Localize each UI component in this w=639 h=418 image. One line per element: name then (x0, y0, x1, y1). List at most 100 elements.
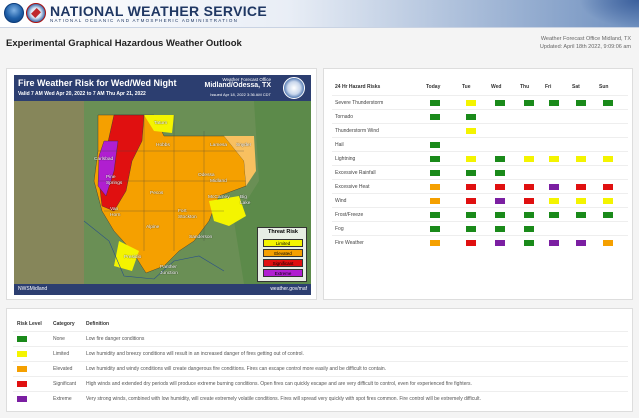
legend-elevated: Elevated (263, 249, 303, 257)
hazard-name: Tornado (335, 114, 354, 120)
hazard-risk-cell[interactable] (430, 100, 440, 106)
hazard-risk-cell[interactable] (466, 156, 476, 162)
hazard-risk-cell[interactable] (466, 198, 476, 204)
risk-category: Extreme (53, 396, 72, 402)
border-line (83, 220, 225, 280)
hazard-risk-cell[interactable] (495, 100, 505, 106)
nws-logo[interactable] (26, 3, 46, 23)
hazard-risk-cell[interactable] (549, 184, 559, 190)
hazard-risk-cell[interactable] (430, 184, 440, 190)
day-header-wed: Wed (491, 84, 502, 90)
legend-extreme: Extreme (263, 269, 303, 277)
hazard-risk-cell[interactable] (603, 156, 613, 162)
hazard-risk-cell[interactable] (603, 100, 613, 106)
terrain-west (14, 101, 84, 284)
limited-area-east (209, 196, 246, 226)
hazard-risk-cell[interactable] (430, 114, 440, 120)
hazard-risk-cell[interactable] (466, 114, 476, 120)
hazard-row: Lightning (332, 151, 628, 165)
hazard-risk-cell[interactable] (430, 226, 440, 232)
city-tatum: Tatum (154, 121, 168, 126)
hazard-risk-cell[interactable] (524, 156, 534, 162)
definition-header: Definition (86, 321, 110, 327)
map-panel: Fire Weather Risk for Wed/Wed Night Vali… (6, 68, 317, 300)
city-mccamey: McCamey (208, 195, 230, 200)
hazard-risk-cell[interactable] (495, 198, 505, 204)
hazard-risk-cell[interactable] (495, 240, 505, 246)
map-header: Fire Weather Risk for Wed/Wed Night Vali… (14, 75, 311, 101)
hazard-name: Frost/Freeze (335, 212, 364, 218)
hazard-row: Fog (332, 221, 628, 235)
hazard-risk-cell[interactable] (495, 156, 505, 162)
fire-weather-map[interactable]: Fire Weather Risk for Wed/Wed Night Vali… (14, 75, 311, 295)
risk-definition: Low humidity and breezy conditions will … (86, 351, 304, 357)
hazard-risk-cell[interactable] (549, 198, 559, 204)
hazard-risk-cell[interactable] (430, 240, 440, 246)
hazard-risk-cell[interactable] (524, 240, 534, 246)
hazard-risk-cell[interactable] (495, 184, 505, 190)
hazard-row: Fire Weather (332, 235, 628, 249)
hazard-name: Lightning (335, 156, 356, 162)
hazard-risk-cell[interactable] (603, 184, 613, 190)
hazard-risk-cell[interactable] (524, 212, 534, 218)
hazard-risk-cell[interactable] (430, 156, 440, 162)
extreme-area (97, 140, 119, 197)
hazard-risk-cell[interactable] (430, 198, 440, 204)
org-subtitle: NATIONAL OCEANIC AND ATMOSPHERIC ADMINIS… (50, 18, 239, 23)
city-big-lake: Big Lake (240, 195, 251, 206)
hazard-risk-cell[interactable] (495, 226, 505, 232)
risk-map-graphic (14, 101, 311, 284)
city-alpine: Alpine (146, 225, 160, 230)
hazard-risk-cell[interactable] (524, 198, 534, 204)
city-presidio: Presidio (124, 255, 142, 260)
hazard-risk-cell[interactable] (524, 226, 534, 232)
hazard-risk-cell[interactable] (549, 240, 559, 246)
map-footer-url: weather.gov/maf (270, 286, 307, 292)
hazard-risk-cell[interactable] (495, 212, 505, 218)
hazard-risk-cell[interactable] (466, 184, 476, 190)
hazard-risk-cell[interactable] (549, 212, 559, 218)
hazard-risk-cell[interactable] (549, 100, 559, 106)
day-header-thu: Thu (520, 84, 530, 90)
hazard-risk-cell[interactable] (466, 170, 476, 176)
hazard-risk-cell[interactable] (576, 156, 586, 162)
hazard-risk-cell[interactable] (430, 142, 440, 148)
hazard-risk-cell[interactable] (524, 100, 534, 106)
legend-limited: Limited (263, 239, 303, 247)
hazard-risk-cell[interactable] (430, 212, 440, 218)
hazard-risk-cell[interactable] (576, 198, 586, 204)
risk-category: Significant (53, 381, 77, 387)
hazard-risk-cell[interactable] (576, 240, 586, 246)
hazard-row: Severe Thunderstorm (332, 95, 628, 109)
hazard-row: Hail (332, 137, 628, 151)
city-sanderson: Sanderson (189, 235, 213, 240)
risk-row: Limited Low humidity and breezy condition… (13, 346, 628, 360)
risk-category: Elevated (53, 366, 73, 372)
hazard-risk-cell[interactable] (466, 212, 476, 218)
header-decoration (579, 0, 639, 28)
office-info: Weather Forecast Office Midland, TX Upda… (540, 35, 631, 51)
hazard-risk-cell[interactable] (466, 226, 476, 232)
hazard-risk-cell[interactable] (603, 212, 613, 218)
map-footer-social: NWSMidland (18, 286, 48, 292)
hazard-risk-cell[interactable] (576, 212, 586, 218)
hazard-risk-cell[interactable] (576, 100, 586, 106)
hazard-risk-cell[interactable] (466, 128, 476, 134)
risk-category: None (53, 336, 65, 342)
site-header: NATIONAL WEATHER SERVICE NATIONAL OCEANI… (0, 0, 639, 28)
hazard-risk-cell[interactable] (576, 184, 586, 190)
city-odessa: Odessa (198, 173, 215, 178)
hazard-risk-cell[interactable] (495, 170, 505, 176)
noaa-logo[interactable] (4, 3, 24, 23)
hazard-risk-cell[interactable] (524, 184, 534, 190)
hazard-risk-cell[interactable] (603, 198, 613, 204)
legend-title: Threat Risk (268, 229, 298, 235)
hazard-risk-cell[interactable] (549, 156, 559, 162)
hazard-risk-cell[interactable] (466, 100, 476, 106)
hazard-risk-cell[interactable] (430, 170, 440, 176)
hazard-risk-panel: 24 Hr Hazard Risks Today Tue Wed Thu Fri Sat S… (323, 68, 633, 300)
org-name[interactable]: NATIONAL WEATHER SERVICE (50, 3, 267, 19)
hazard-risk-cell[interactable] (603, 240, 613, 246)
hazard-risk-cell[interactable] (466, 240, 476, 246)
city-hobbs: Hobbs (156, 143, 170, 148)
